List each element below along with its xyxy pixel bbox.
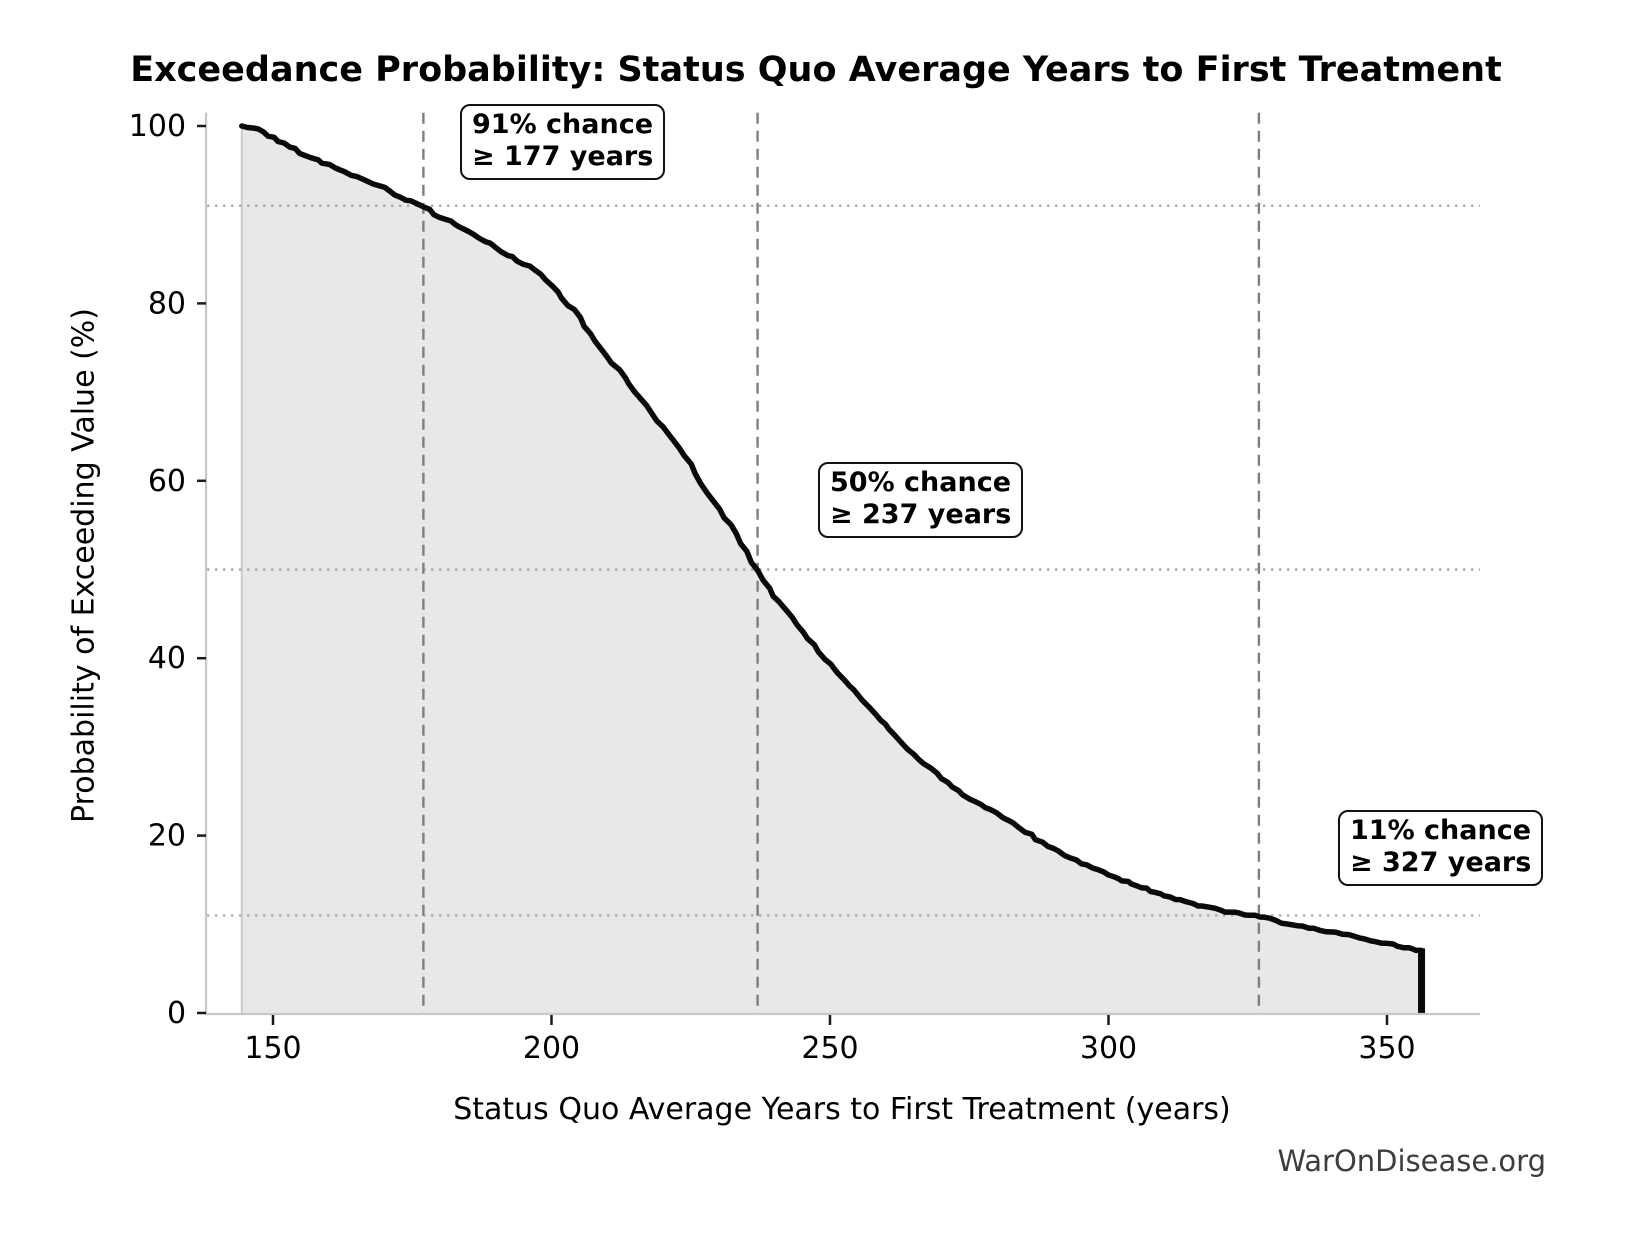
area-under-curve (240, 126, 1422, 1013)
annotation-line: 50% chance (830, 467, 1012, 498)
y-tick-label-60: 60 (148, 464, 186, 499)
y-tick-label-100: 100 (129, 109, 186, 144)
ticks-and-labels: 150 200 250 300 350 0 20 40 60 80 100 (129, 109, 1416, 1066)
y-axis-label: Probability of Exceeding Value (%) (66, 308, 102, 823)
axes-spines (204, 112, 1481, 1016)
area-fill (241, 126, 1422, 1013)
exceedance-curve (239, 123, 1426, 1014)
y-tick-label-20: 20 (148, 819, 186, 854)
watermark-text: WarOnDisease.org (1277, 1144, 1546, 1178)
annotation-line: ≥ 237 years (830, 499, 1012, 530)
y-tick-label-40: 40 (148, 641, 186, 676)
y-tick-label-80: 80 (148, 286, 186, 321)
y-tick-label-0: 0 (167, 996, 186, 1031)
annotation-box-91pct: 91% chance ≥ 177 years (460, 104, 666, 180)
curve-line (239, 123, 1425, 954)
x-tick-label-150: 150 (244, 1031, 301, 1066)
annotation-line: 91% chance (472, 109, 654, 140)
chart-title: Exceedance Probability: Status Quo Avera… (130, 50, 1502, 90)
x-tick-label-250: 250 (801, 1031, 858, 1066)
annotation-line: ≥ 177 years (472, 141, 654, 172)
x-tick-label-200: 200 (523, 1031, 580, 1066)
annotation-box-11pct: 11% chance ≥ 327 years (1338, 810, 1544, 886)
x-tick-label-300: 300 (1080, 1031, 1137, 1066)
annotation-line: 11% chance (1350, 815, 1532, 846)
annotation-line: ≥ 327 years (1350, 847, 1532, 878)
dashed-vlines (422, 112, 1261, 1013)
x-tick-label-350: 350 (1358, 1031, 1415, 1066)
annotation-box-50pct: 50% chance ≥ 237 years (818, 462, 1024, 538)
x-axis-label: Status Quo Average Years to First Treatm… (453, 1092, 1231, 1127)
